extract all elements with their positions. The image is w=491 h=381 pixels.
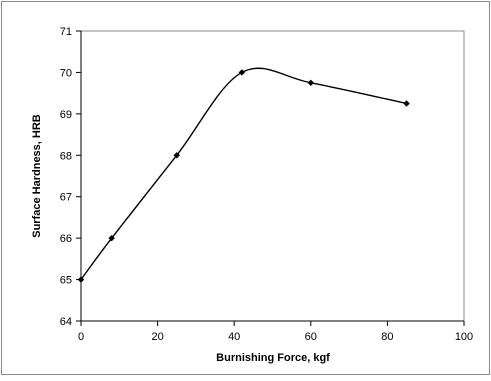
y-tick-label: 71 <box>60 26 72 38</box>
plot-area <box>80 30 465 322</box>
data-point <box>108 234 115 242</box>
data-markers <box>77 69 410 283</box>
x-axis-ticks: 0 20 40 60 80 100 <box>78 321 473 343</box>
x-tick-label: 100 <box>455 331 473 343</box>
y-axis-ticks: 64 65 66 67 68 69 70 71 <box>60 26 81 328</box>
data-point <box>403 100 410 107</box>
y-tick-label: 65 <box>60 275 72 287</box>
data-point <box>307 79 314 86</box>
y-axis-title: Surface Hardness, HRB <box>31 114 43 238</box>
x-tick-label: 60 <box>305 331 317 343</box>
y-tick-label: 69 <box>60 109 72 121</box>
y-tick-label: 64 <box>60 316 72 328</box>
y-tick-label: 67 <box>60 192 72 204</box>
data-point <box>77 276 85 283</box>
y-tick-label: 66 <box>60 233 72 245</box>
x-tick-label: 80 <box>381 331 393 343</box>
data-point <box>173 152 180 159</box>
x-tick-label: 40 <box>228 331 240 343</box>
data-point <box>238 69 246 76</box>
y-tick-label: 70 <box>60 67 72 79</box>
x-tick-label: 0 <box>78 331 84 343</box>
x-axis-title: Burnishing Force, kgf <box>216 352 330 364</box>
x-tick-label: 20 <box>151 331 163 343</box>
y-tick-label: 68 <box>60 150 72 162</box>
